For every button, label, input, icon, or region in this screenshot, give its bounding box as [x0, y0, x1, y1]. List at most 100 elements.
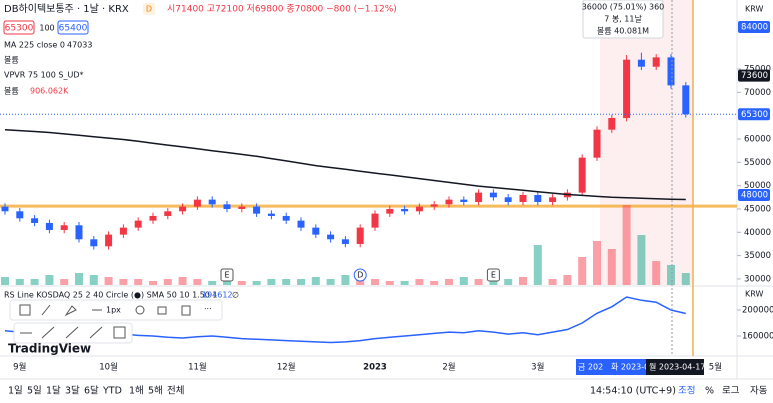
volume-bar: [297, 279, 305, 285]
ask[interactable]: 65400: [59, 24, 88, 34]
candle-body: [223, 204, 231, 209]
indicator-label: 볼륨: [4, 86, 19, 96]
tool-icon[interactable]: [41, 304, 51, 316]
tool-icon[interactable]: [19, 304, 31, 316]
tool-icon[interactable]: [113, 326, 126, 339]
candle-body: [356, 227, 364, 244]
event-marker[interactable]: [353, 268, 367, 282]
tool-icon[interactable]: [65, 326, 79, 339]
volume-bar: [504, 279, 513, 285]
volume-bar: [548, 279, 557, 285]
candle-body: [415, 206, 423, 212]
event-label[interactable]: E: [491, 271, 496, 280]
volume-bar: [75, 273, 83, 285]
candle-body: [45, 222, 53, 230]
candle-body: [282, 215, 290, 221]
range-button[interactable]: 1해: [129, 385, 144, 397]
bid-box[interactable]: [3, 20, 35, 35]
volume-bar: [311, 277, 320, 285]
candle-body: [105, 234, 113, 247]
x-tick-label: 5월: [709, 362, 722, 373]
price-marker-box: [738, 69, 770, 82]
candle-body: [119, 227, 127, 235]
y-tick-label: 30000: [744, 274, 771, 284]
volume-bar: [1, 277, 9, 285]
volume-bar: [578, 257, 587, 285]
candle-body: [519, 194, 527, 202]
tooltip-text: 7 봉, 11날: [604, 14, 642, 24]
range-button[interactable]: 1일: [8, 386, 23, 397]
volume-bar: [223, 281, 231, 285]
tool-more[interactable]: ···: [204, 305, 212, 314]
range-button[interactable]: 6달: [84, 385, 99, 397]
selection-range: [600, 0, 693, 285]
x-tick-label: 10월: [99, 362, 118, 373]
candle-body: [327, 234, 335, 240]
tool-icon[interactable]: [64, 305, 77, 317]
candle-body: [164, 211, 172, 216]
range-button[interactable]: YTD: [102, 386, 122, 397]
range-button[interactable]: 전체: [167, 386, 184, 397]
indicator-label: RS Line KOSDAQ 25 2 40 Circle (●) SMA 50…: [4, 291, 218, 300]
volume-bar: [237, 281, 246, 285]
y-tick-label: 70000: [744, 88, 771, 98]
event-marker[interactable]: [486, 268, 500, 282]
indicator-value: 906.062K: [30, 87, 69, 96]
range-button[interactable]: 1달: [46, 385, 61, 397]
candle-body: [60, 225, 68, 230]
candle-body: [253, 206, 261, 214]
candle-body: [401, 208, 409, 212]
bid[interactable]: 65300: [5, 24, 34, 34]
ohlc: 시71400 고72100 저69800 종70800 −800 (−1.12%…: [167, 4, 397, 15]
volume-bar: [282, 279, 291, 285]
volume-bar: [341, 275, 350, 285]
volume-bar: [607, 249, 616, 285]
range-button[interactable]: 3달: [65, 385, 80, 397]
candle-body: [682, 85, 690, 115]
volume-bar: [163, 279, 172, 285]
toolbar-box: [9, 299, 223, 321]
y-tick-label: 55000: [744, 158, 771, 168]
candle-body: [1, 206, 9, 212]
tooltip-text: 36000 (75.01%) 360: [582, 3, 665, 12]
volume-bar: [104, 277, 113, 285]
event-label[interactable]: E: [224, 271, 229, 280]
candle-body: [371, 213, 379, 228]
scale-option[interactable]: 자동: [750, 386, 768, 397]
x-tick-label: 9월: [13, 362, 26, 373]
range-button[interactable]: 5일: [27, 386, 42, 397]
clock: 14:54:10 (UTC+9): [590, 386, 676, 397]
candle-body: [578, 157, 586, 193]
event-marker[interactable]: [220, 268, 234, 282]
tool-icon[interactable]: [89, 326, 103, 339]
date-label: 월 2023-04-17: [649, 362, 705, 372]
candle-body: [149, 215, 157, 221]
candle-body: [267, 213, 275, 216]
candle-body: [534, 194, 542, 202]
scale-option[interactable]: 조정: [678, 386, 695, 397]
ma-line: [4, 128, 686, 201]
tool-icon[interactable]: [41, 326, 55, 339]
line-width[interactable]: 1px: [106, 306, 121, 315]
volume-bar: [15, 279, 24, 285]
price-marker-label: 84000: [741, 23, 768, 33]
y-tick-label: 200000: [742, 306, 773, 316]
date-label: 화 2023-0: [611, 363, 649, 372]
indicator-label: MA 225 close 0: [4, 41, 65, 50]
ask-box[interactable]: [57, 20, 89, 35]
price-marker-box: [738, 188, 770, 201]
volume-bar: [89, 275, 98, 285]
scale-option[interactable]: 로그: [722, 386, 740, 397]
volume-bar: [459, 277, 468, 285]
tool-icon[interactable]: [181, 305, 191, 316]
range-button[interactable]: 5해: [148, 385, 163, 397]
x-tick-label: 2월: [442, 362, 455, 373]
candle-body: [31, 218, 39, 223]
tool-icon[interactable]: [135, 305, 145, 315]
tool-icon[interactable]: [157, 306, 167, 315]
toolbar-box: [13, 322, 133, 344]
event-label[interactable]: D: [357, 271, 363, 280]
currency: KRW: [745, 290, 763, 299]
scale-option[interactable]: %: [705, 386, 714, 397]
